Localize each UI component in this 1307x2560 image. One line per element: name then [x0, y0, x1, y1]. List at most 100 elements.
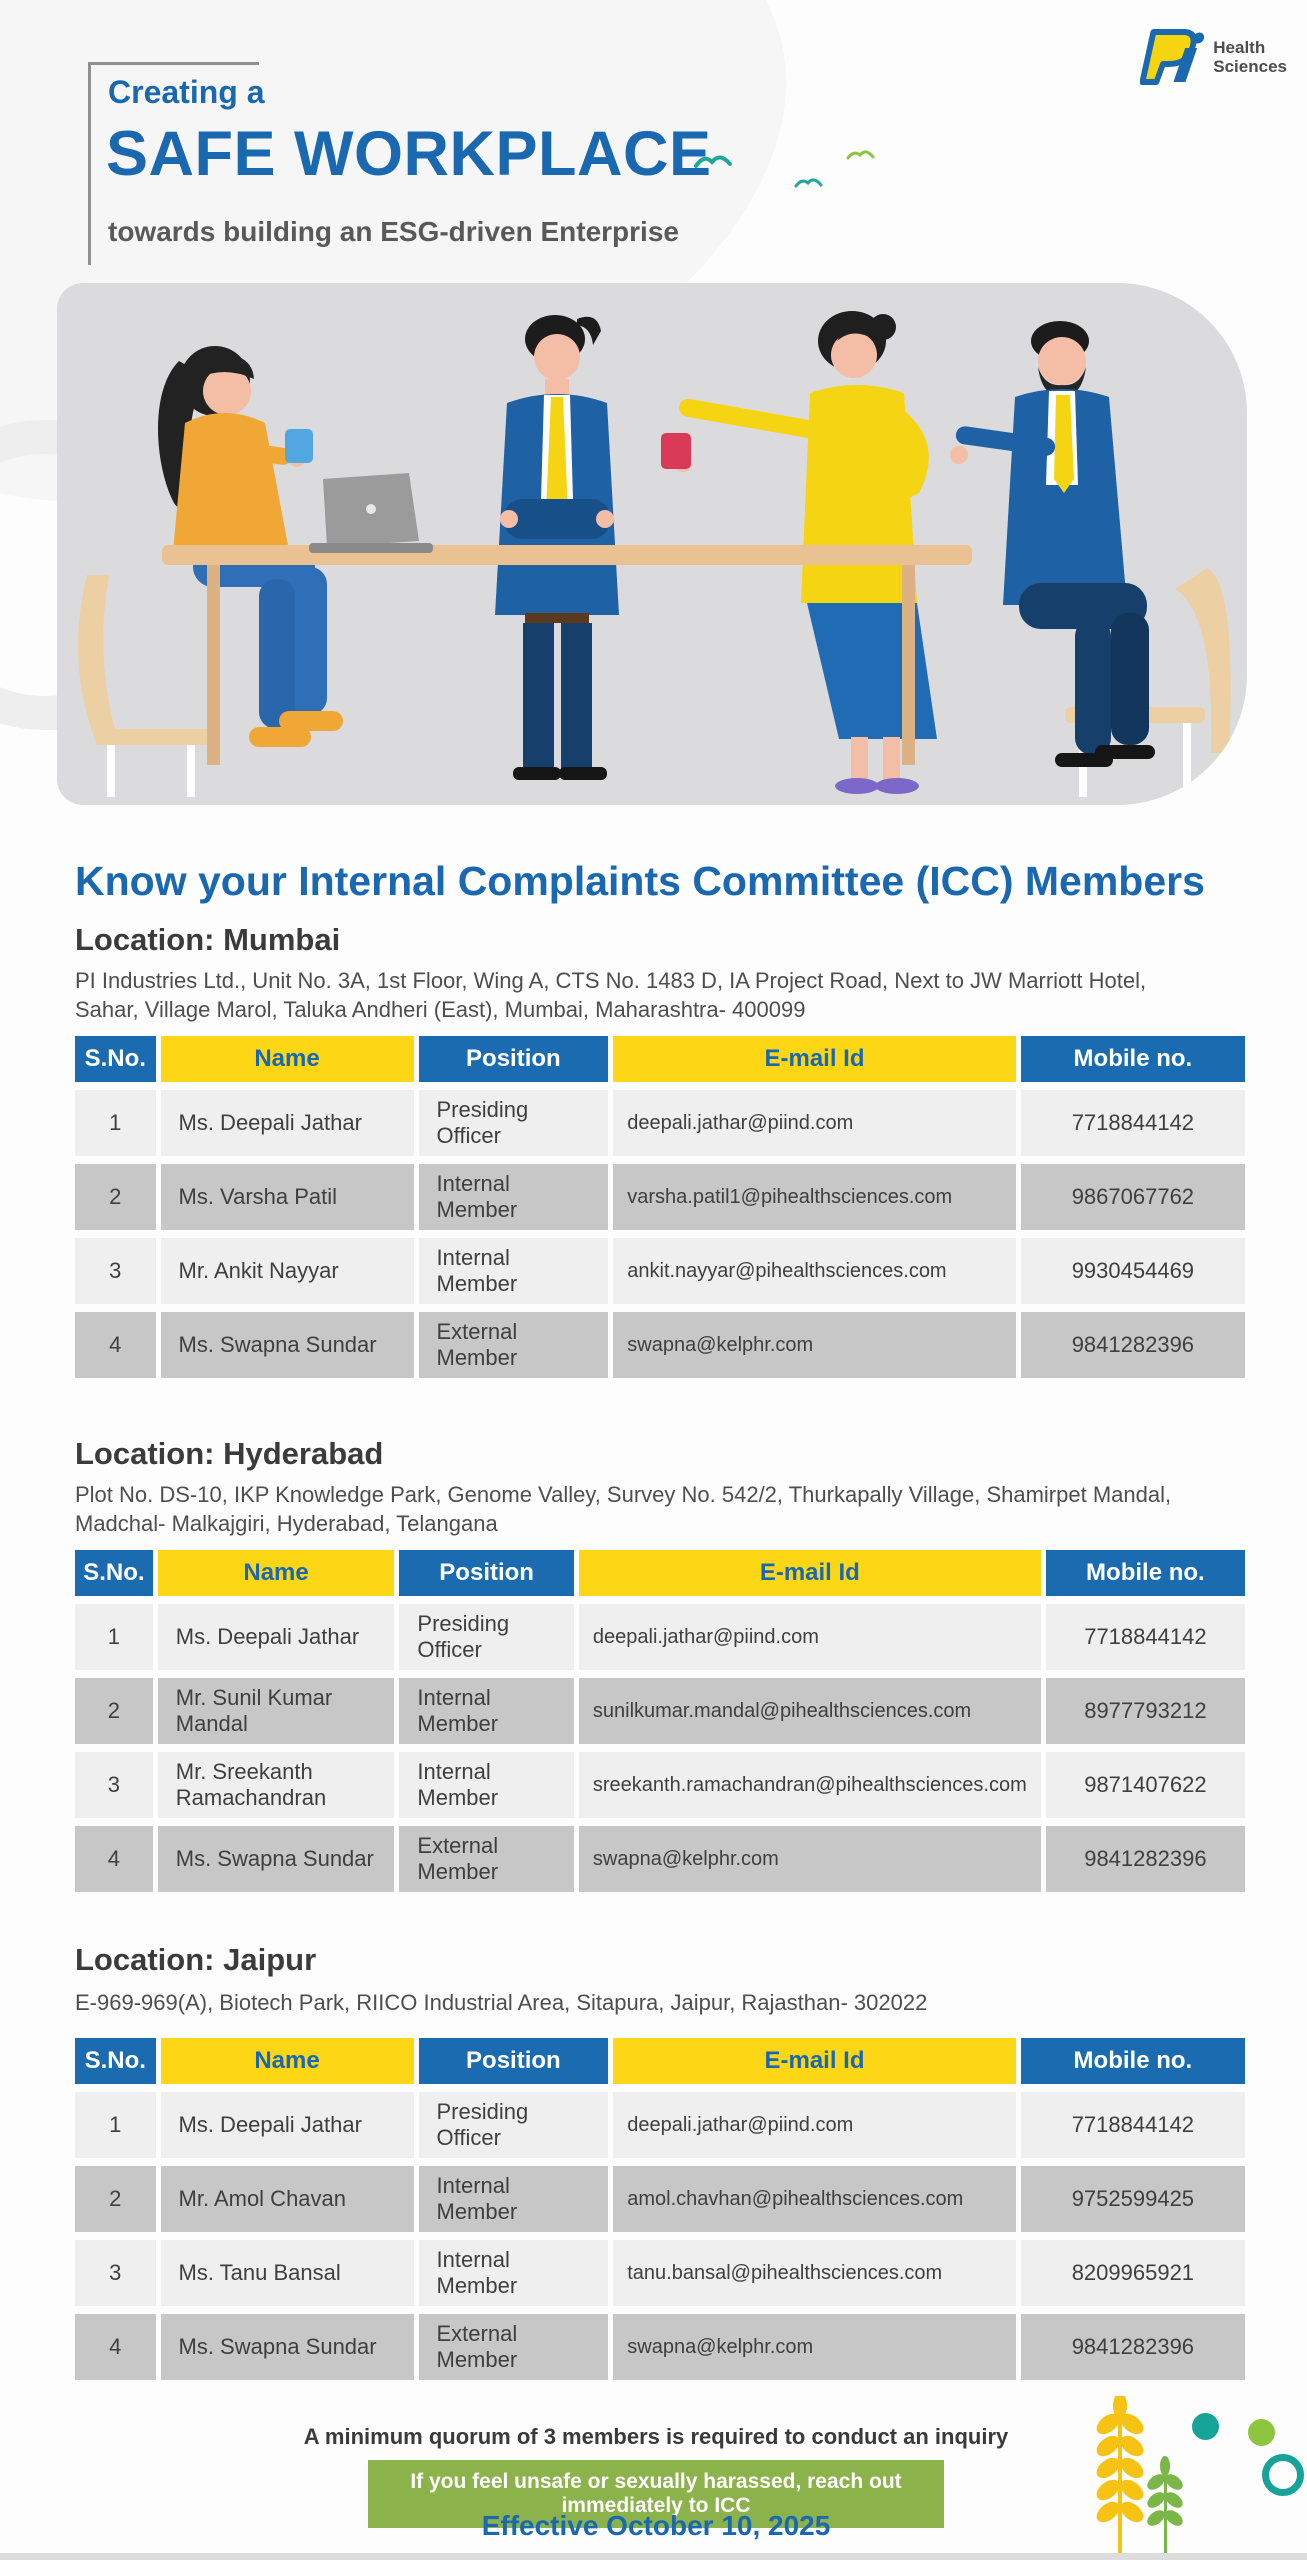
column-header-name: Name: [160, 1036, 414, 1082]
green-dot-icon: [1248, 2419, 1275, 2446]
name-cell: Ms. Swapna Sundar: [157, 1826, 395, 1892]
pi-logo-icon: [1140, 29, 1205, 85]
column-header-mobile: Mobile no.: [1045, 1550, 1245, 1596]
eyebrow-title: Creating a: [108, 74, 265, 110]
position-cell: Internal Member: [399, 1678, 574, 1744]
team-illustration: [57, 283, 1247, 805]
page-title: SAFE WORKPLACE: [106, 119, 712, 189]
name-cell: Ms. Varsha Patil: [160, 1164, 414, 1230]
column-header-email: E-mail Id: [578, 1550, 1041, 1596]
column-header-sno: S.No.: [75, 2038, 156, 2084]
table-row: 1 Ms. Deepali Jathar Presiding Officer deep…: [75, 2092, 1245, 2158]
email-cell: tanu.bansal@pihealthsciences.com: [613, 2240, 1016, 2306]
column-header-position: Position: [399, 1550, 574, 1596]
table-header-row: S.No. Name Position E-mail Id Mobile no.: [75, 1036, 1245, 1082]
birds-icon: [694, 150, 875, 188]
teal-dot-icon: [1192, 2413, 1219, 2440]
mobile-cell: 9867067762: [1020, 1164, 1245, 1230]
location-title-jaipur: Location: Jaipur: [75, 1942, 317, 1977]
bird-icon: [794, 178, 823, 188]
mobile-cell: 9930454469: [1020, 1238, 1245, 1304]
column-header-sno: S.No.: [75, 1550, 153, 1596]
position-cell: Presiding Officer: [418, 1090, 609, 1156]
location-address-jaipur: E-969-969(A), Biotech Park, RIICO Indust…: [75, 1990, 928, 2015]
icc-table-hyderabad: S.No. Name Position E-mail Id Mobile no.…: [70, 1542, 1250, 1900]
icc-table-mumbai: S.No. Name Position E-mail Id Mobile no.…: [70, 1028, 1250, 1386]
position-cell: External Member: [418, 1312, 609, 1378]
email-cell: ankit.nayyar@pihealthsciences.com: [613, 1238, 1016, 1304]
table-row: 2 Mr. Amol Chavan Internal Member amol.chav…: [75, 2166, 1245, 2232]
illustration-laptop: [309, 473, 433, 553]
name-cell: Ms. Deepali Jathar: [157, 1604, 395, 1670]
name-cell: Mr. Sunil Kumar Mandal: [157, 1678, 395, 1744]
sno-cell: 3: [75, 1752, 153, 1818]
position-cell: Internal Member: [418, 2240, 609, 2306]
column-header-name: Name: [157, 1550, 395, 1596]
name-cell: Ms. Swapna Sundar: [160, 2314, 414, 2380]
column-header-sno: S.No.: [75, 1036, 156, 1082]
table-row: 2 Ms. Varsha Patil Internal Member varsha.p…: [75, 1164, 1245, 1230]
table-row: 3 Mr. Sreekanth Ramachandran Internal Memb…: [75, 1752, 1245, 1818]
mobile-cell: 9752599425: [1020, 2166, 1245, 2232]
email-cell: deepali.jathar@piind.com: [578, 1604, 1041, 1670]
brand-name: Health Sciences: [1213, 38, 1287, 76]
sno-cell: 3: [75, 1238, 156, 1304]
sno-cell: 2: [75, 2166, 156, 2232]
column-header-position: Position: [418, 1036, 609, 1082]
email-cell: varsha.patil1@pihealthsciences.com: [613, 1164, 1016, 1230]
sno-cell: 4: [75, 1312, 156, 1378]
mobile-cell: 8977793212: [1045, 1678, 1245, 1744]
table-row: 4 Ms. Swapna Sundar External Member swapna@…: [75, 2314, 1245, 2380]
column-header-mobile: Mobile no.: [1020, 2038, 1245, 2084]
icc-table-jaipur: S.No. Name Position E-mail Id Mobile no.…: [70, 2030, 1250, 2388]
position-cell: Internal Member: [418, 1238, 609, 1304]
bottom-strip: [0, 2553, 1307, 2560]
sno-cell: 4: [75, 1826, 153, 1892]
sno-cell: 4: [75, 2314, 156, 2380]
email-cell: swapna@kelphr.com: [613, 1312, 1016, 1378]
email-cell: sreekanth.ramachandran@pihealthsciences.…: [578, 1752, 1041, 1818]
wheat-icon: [1096, 2396, 1183, 2560]
table-header-row: S.No. Name Position E-mail Id Mobile no.: [75, 1550, 1245, 1596]
position-cell: Internal Member: [418, 2166, 609, 2232]
name-cell: Ms. Swapna Sundar: [160, 1312, 414, 1378]
name-cell: Mr. Amol Chavan: [160, 2166, 414, 2232]
location-address-mumbai: PI Industries Ltd., Unit No. 3A, 1st Flo…: [75, 968, 1147, 1022]
name-cell: Ms. Deepali Jathar: [160, 2092, 414, 2158]
location-title-hyderabad: Location: Hyderabad: [75, 1436, 384, 1471]
position-cell: External Member: [418, 2314, 609, 2380]
email-cell: deepali.jathar@piind.com: [613, 2092, 1016, 2158]
position-cell: Internal Member: [418, 1164, 609, 1230]
table-row: 3 Ms. Tanu Bansal Internal Member tanu.bans…: [75, 2240, 1245, 2306]
name-cell: Mr. Sreekanth Ramachandran: [157, 1752, 395, 1818]
mobile-cell: 7718844142: [1020, 2092, 1245, 2158]
table-row: 2 Mr. Sunil Kumar Mandal Internal Member su…: [75, 1678, 1245, 1744]
column-header-name: Name: [160, 2038, 414, 2084]
illustration-chair-left: [78, 575, 209, 797]
mobile-cell: 9871407622: [1045, 1752, 1245, 1818]
email-cell: deepali.jathar@piind.com: [613, 1090, 1016, 1156]
teal-ring-icon: [1262, 2454, 1304, 2496]
mobile-cell: 9841282396: [1045, 1826, 1245, 1892]
table-row: 4 Ms. Swapna Sundar External Member swapna@…: [75, 1826, 1245, 1892]
quorum-note: A minimum quorum of 3 members is require…: [303, 2424, 1009, 2449]
column-header-email: E-mail Id: [613, 1036, 1016, 1082]
position-cell: Internal Member: [399, 1752, 574, 1818]
table-row: 1 Ms. Deepali Jathar Presiding Officer deep…: [75, 1090, 1245, 1156]
mobile-cell: 7718844142: [1045, 1604, 1245, 1670]
mobile-cell: 8209965921: [1020, 2240, 1245, 2306]
sno-cell: 2: [75, 1678, 153, 1744]
email-cell: swapna@kelphr.com: [578, 1826, 1041, 1892]
wheat-yellow-icon: [1096, 2396, 1144, 2560]
mobile-cell: 7718844142: [1020, 1090, 1245, 1156]
email-cell: amol.chavhan@pihealthsciences.com: [613, 2166, 1016, 2232]
wheat-green-icon: [1147, 2456, 1183, 2560]
title-corner-bracket: [88, 62, 259, 265]
location-title-mumbai: Location: Mumbai: [75, 922, 341, 957]
harassment-banner: If you feel unsafe or sexually harassed,…: [368, 2460, 944, 2528]
effective-date: Effective October 10, 2025: [481, 2510, 831, 2541]
email-cell: swapna@kelphr.com: [613, 2314, 1016, 2380]
sno-cell: 1: [75, 1604, 153, 1670]
table-header-row: S.No. Name Position E-mail Id Mobile no.: [75, 2038, 1245, 2084]
